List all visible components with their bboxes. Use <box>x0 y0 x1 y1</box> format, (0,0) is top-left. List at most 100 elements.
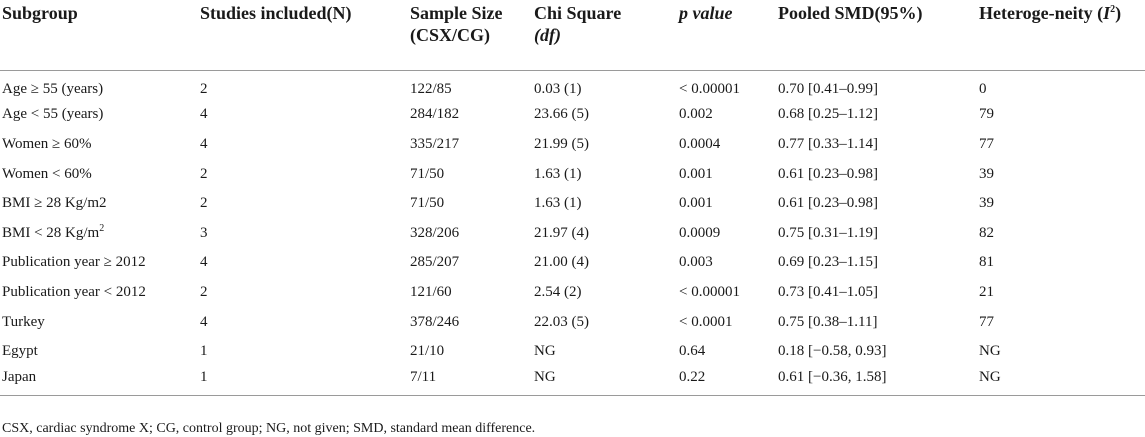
cell-chi-square: NG <box>532 365 677 397</box>
cell-studies-included: 2 <box>200 283 208 300</box>
cell-chi-square: 1.63 (1) <box>534 195 582 212</box>
table-row: BMI ≥ 28 Kg/m2 2 71/50 1.63 (1) 0.001 0.61 [0… <box>0 188 1145 218</box>
cell-pooled-smd: 0.18 [−0.58, 0.93] <box>778 343 887 360</box>
cell-subgroup: Japan <box>0 365 198 397</box>
cell-sample-size: 7/11 <box>408 365 532 397</box>
cell-pooled-smd: 0.75 [0.31–1.19] <box>778 224 878 241</box>
table-header: Subgroup Studies included(N) Sample Size… <box>0 0 1145 71</box>
cell-studies-included: 4 <box>200 313 208 330</box>
cell-pooled-smd: 0.70 [0.41–0.99] <box>778 80 878 97</box>
header-p-value: p value <box>677 0 776 71</box>
table-row: Publication year < 2012 2 121/60 2.54 (2) < … <box>0 277 1145 307</box>
cell-p-value: < 0.0001 <box>679 313 733 330</box>
cell-subgroup: Women < 60% <box>2 165 92 182</box>
cell-sample-size: 121/60 <box>410 283 452 300</box>
cell-subgroup: BMI < 28 Kg/m2 <box>2 222 105 241</box>
cell-subgroup: BMI ≥ 28 Kg/m2 <box>2 195 107 212</box>
table-row: Publication year ≥ 2012 4 285/207 21.00 (4)… <box>0 248 1145 278</box>
cell-chi-square: 21.97 (4) <box>534 224 589 241</box>
cell-chi-square: 21.99 (5) <box>534 135 589 152</box>
cell-heterogeneity: 77 <box>979 135 994 152</box>
cell-chi-square: 1.63 (1) <box>534 165 582 182</box>
cell-subgroup: Egypt <box>2 343 38 360</box>
cell-heterogeneity: 77 <box>979 313 994 330</box>
cell-studies-included: 2 <box>200 165 208 182</box>
cell-heterogeneity: NG <box>977 365 1145 397</box>
cell-p-value: 0.64 <box>679 343 706 360</box>
cell-p-value: 0.003 <box>679 254 713 271</box>
cell-heterogeneity: NG <box>979 343 1001 360</box>
table-row: Women < 60% 2 71/50 1.63 (1) 0.001 0.61 [0.23… <box>0 159 1145 189</box>
cell-chi-square: 2.54 (2) <box>534 283 582 300</box>
cell-heterogeneity: 81 <box>979 254 994 271</box>
header-heterogeneity: Heteroge-neity (I2) <box>977 0 1145 71</box>
cell-studies-included: 3 <box>200 224 208 241</box>
header-subgroup: Subgroup <box>0 0 198 71</box>
cell-heterogeneity: 39 <box>979 195 994 212</box>
header-chi-square-df: (df) <box>534 25 561 45</box>
cell-pooled-smd: 0.61 [0.23–0.98] <box>778 195 878 212</box>
cell-subgroup: Turkey <box>2 313 45 330</box>
cell-studies-included: 2 <box>200 195 208 212</box>
cell-sample-size: 378/246 <box>410 313 460 330</box>
cell-subgroup: Publication year ≥ 2012 <box>2 254 146 271</box>
table-footnote: CSX, cardiac syndrome X; CG, control gro… <box>2 421 536 436</box>
cell-sample-size: 21/10 <box>410 343 445 360</box>
cell-sample-size: 71/50 <box>410 165 445 182</box>
cell-sample-size: 71/50 <box>410 195 445 212</box>
cell-pooled-smd: 0.73 [0.41–1.05] <box>778 283 878 300</box>
cell-p-value: 0.0009 <box>679 224 721 241</box>
cell-studies-included: 4 <box>200 135 208 152</box>
table-row: Women ≥ 60% 4 335/217 21.99 (5) 0.0004 0.77 [… <box>0 129 1145 159</box>
cell-studies-included: 4 <box>200 106 208 123</box>
table-row: Turkey 4 378/246 22.03 (5) < 0.0001 0.75 [0.3… <box>0 307 1145 337</box>
cell-sample-size: 328/206 <box>410 224 460 241</box>
cell-studies-included: 1 <box>200 343 208 360</box>
subgroup-analysis-table: Subgroup Studies included(N) Sample Size… <box>0 0 1145 397</box>
cell-sample-size: 122/85 <box>410 80 452 97</box>
cell-p-value: 0.0004 <box>679 135 721 152</box>
cell-subgroup: Women ≥ 60% <box>2 135 92 152</box>
cell-heterogeneity: 79 <box>979 106 994 123</box>
cell-chi-square: NG <box>534 343 556 360</box>
cell-sample-size: 335/217 <box>410 135 460 152</box>
table-row: Japan 1 7/11 NG 0.22 0.61 [−0.36, 1.58] NG <box>0 365 1145 397</box>
cell-pooled-smd: 0.75 [0.38–1.11] <box>778 313 878 330</box>
cell-subgroup: Age ≥ 55 (years) <box>2 80 104 97</box>
cell-studies-included: 2 <box>200 80 208 97</box>
cell-p-value: 0.22 <box>677 365 776 397</box>
cell-pooled-smd: 0.61 [0.23–0.98] <box>778 165 878 182</box>
cell-pooled-smd: 0.69 [0.23–1.15] <box>778 254 878 271</box>
cell-p-value: < 0.00001 <box>679 80 740 97</box>
cell-pooled-smd: 0.77 [0.33–1.14] <box>778 135 878 152</box>
cell-sample-size: 284/182 <box>410 106 460 123</box>
cell-pooled-smd: 0.61 [−0.36, 1.58] <box>776 365 977 397</box>
cell-chi-square: 23.66 (5) <box>534 106 589 123</box>
header-chi-square: Chi Square (df) <box>532 0 677 71</box>
cell-studies-included: 4 <box>200 254 208 271</box>
table-row: Age ≥ 55 (years) 2 122/85 0.03 (1) < 0.00001… <box>0 70 1145 100</box>
table-row: Age < 55 (years) 4 284/182 23.66 (5) 0.002 0.… <box>0 100 1145 130</box>
cell-pooled-smd: 0.68 [0.25–1.12] <box>778 106 878 123</box>
cell-sample-size: 285/207 <box>410 254 460 271</box>
table-row: Egypt 1 21/10 NG 0.64 0.18 [−0.58, 0.93] NG <box>0 336 1145 366</box>
cell-p-value: 0.001 <box>679 195 713 212</box>
header-studies-included: Studies included(N) <box>198 0 408 71</box>
cell-chi-square: 21.00 (4) <box>534 254 589 271</box>
header-row: Subgroup Studies included(N) Sample Size… <box>0 0 1145 71</box>
cell-studies-included: 1 <box>198 365 408 397</box>
header-pooled-smd: Pooled SMD(95%) <box>776 0 977 71</box>
cell-heterogeneity: 39 <box>979 165 994 182</box>
cell-subgroup: Age < 55 (years) <box>2 106 104 123</box>
cell-chi-square: 22.03 (5) <box>534 313 589 330</box>
cell-p-value: 0.002 <box>679 106 713 123</box>
cell-heterogeneity: 21 <box>979 283 994 300</box>
cell-p-value: < 0.00001 <box>679 283 740 300</box>
cell-subgroup: Publication year < 2012 <box>2 283 146 300</box>
table-row: BMI < 28 Kg/m2 3 328/206 21.97 (4) 0.0009 0.7… <box>0 218 1145 248</box>
table-body: Age ≥ 55 (years) 2 122/85 0.03 (1) < 0.00001… <box>0 70 1145 397</box>
cell-heterogeneity: 0 <box>979 80 987 97</box>
cell-chi-square: 0.03 (1) <box>534 80 582 97</box>
header-sample-size: Sample Size (CSX/CG) <box>408 0 532 71</box>
